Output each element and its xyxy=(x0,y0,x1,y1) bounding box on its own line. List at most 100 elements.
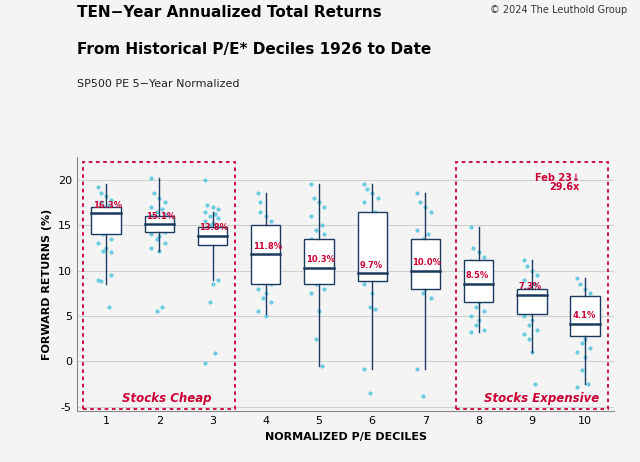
Point xyxy=(572,274,582,281)
Point xyxy=(412,365,422,372)
Point xyxy=(471,321,481,328)
Point xyxy=(519,276,529,283)
Text: 10.3%: 10.3% xyxy=(306,255,335,264)
Point xyxy=(99,221,109,229)
Point xyxy=(154,232,164,240)
Text: © 2024 The Leuthold Group: © 2024 The Leuthold Group xyxy=(490,5,627,15)
Point xyxy=(205,213,215,220)
Point xyxy=(306,253,316,261)
Point xyxy=(415,199,425,206)
Point xyxy=(205,221,215,229)
Point xyxy=(212,276,223,283)
Point xyxy=(258,258,268,265)
Point xyxy=(101,192,111,200)
Bar xyxy=(517,289,547,314)
Point xyxy=(319,285,330,292)
Point xyxy=(146,213,156,220)
Point xyxy=(99,213,109,220)
Text: Feb 23↓: Feb 23↓ xyxy=(535,172,580,182)
Text: TEN−Year Annualized Total Returns: TEN−Year Annualized Total Returns xyxy=(77,5,381,19)
Point xyxy=(479,290,489,297)
Point xyxy=(146,221,156,229)
Point xyxy=(370,305,380,312)
Point xyxy=(479,308,489,315)
Point xyxy=(149,190,159,197)
Point xyxy=(260,290,271,297)
Point xyxy=(306,181,316,188)
Point xyxy=(580,285,590,292)
Text: 7.3%: 7.3% xyxy=(519,282,542,292)
Point xyxy=(207,203,218,211)
Point xyxy=(418,253,428,261)
Point xyxy=(93,226,103,233)
Point xyxy=(372,221,383,229)
Point xyxy=(311,262,321,270)
Point xyxy=(577,303,588,310)
Bar xyxy=(92,207,121,234)
Point xyxy=(519,294,529,301)
Point xyxy=(474,249,484,256)
Bar xyxy=(570,296,600,336)
Point xyxy=(471,285,481,292)
Point xyxy=(95,190,106,197)
Point xyxy=(370,208,380,215)
Point xyxy=(524,335,534,342)
Point xyxy=(205,240,215,247)
Point xyxy=(359,226,369,233)
Point xyxy=(532,271,542,279)
Point xyxy=(266,280,276,288)
Point xyxy=(524,285,534,292)
Point xyxy=(200,208,210,215)
Point xyxy=(359,181,369,188)
Point xyxy=(154,247,164,254)
Point xyxy=(420,285,431,292)
Point xyxy=(412,280,422,288)
Point xyxy=(205,298,215,306)
Point xyxy=(306,213,316,220)
Point xyxy=(260,312,271,320)
Point xyxy=(258,276,268,283)
Point xyxy=(364,389,374,397)
Point xyxy=(95,199,106,206)
Point xyxy=(474,280,484,288)
Text: From Historical P/E* Deciles 1926 to Date: From Historical P/E* Deciles 1926 to Dat… xyxy=(77,42,431,56)
Point xyxy=(319,203,330,211)
Point xyxy=(106,214,116,222)
Point xyxy=(527,267,537,274)
Point xyxy=(314,308,324,315)
Point xyxy=(146,244,156,251)
Point xyxy=(319,249,330,256)
Point xyxy=(253,308,263,315)
Point xyxy=(319,267,330,274)
Point xyxy=(524,321,534,328)
Point xyxy=(479,271,489,279)
Point xyxy=(580,317,590,324)
Point xyxy=(200,235,210,243)
Point xyxy=(157,303,167,310)
Point xyxy=(426,276,436,283)
Point xyxy=(207,229,218,236)
Point xyxy=(253,226,263,233)
Point xyxy=(106,196,116,203)
Point xyxy=(200,226,210,233)
Point xyxy=(359,244,369,251)
Point xyxy=(367,231,378,238)
Point xyxy=(586,344,596,351)
Text: 15.1%: 15.1% xyxy=(147,212,175,220)
Point xyxy=(532,326,542,333)
Point xyxy=(101,229,111,236)
Point xyxy=(359,365,369,372)
Point xyxy=(253,267,263,274)
Point xyxy=(532,290,542,297)
Point xyxy=(364,213,374,220)
Point xyxy=(465,223,476,231)
Point xyxy=(159,199,170,206)
Point xyxy=(572,330,582,338)
Text: Stocks Cheap: Stocks Cheap xyxy=(122,392,212,405)
Point xyxy=(306,235,316,243)
Point xyxy=(319,231,330,238)
Point xyxy=(527,348,537,356)
Point xyxy=(519,256,529,263)
Point xyxy=(519,312,529,320)
Point xyxy=(152,208,162,215)
